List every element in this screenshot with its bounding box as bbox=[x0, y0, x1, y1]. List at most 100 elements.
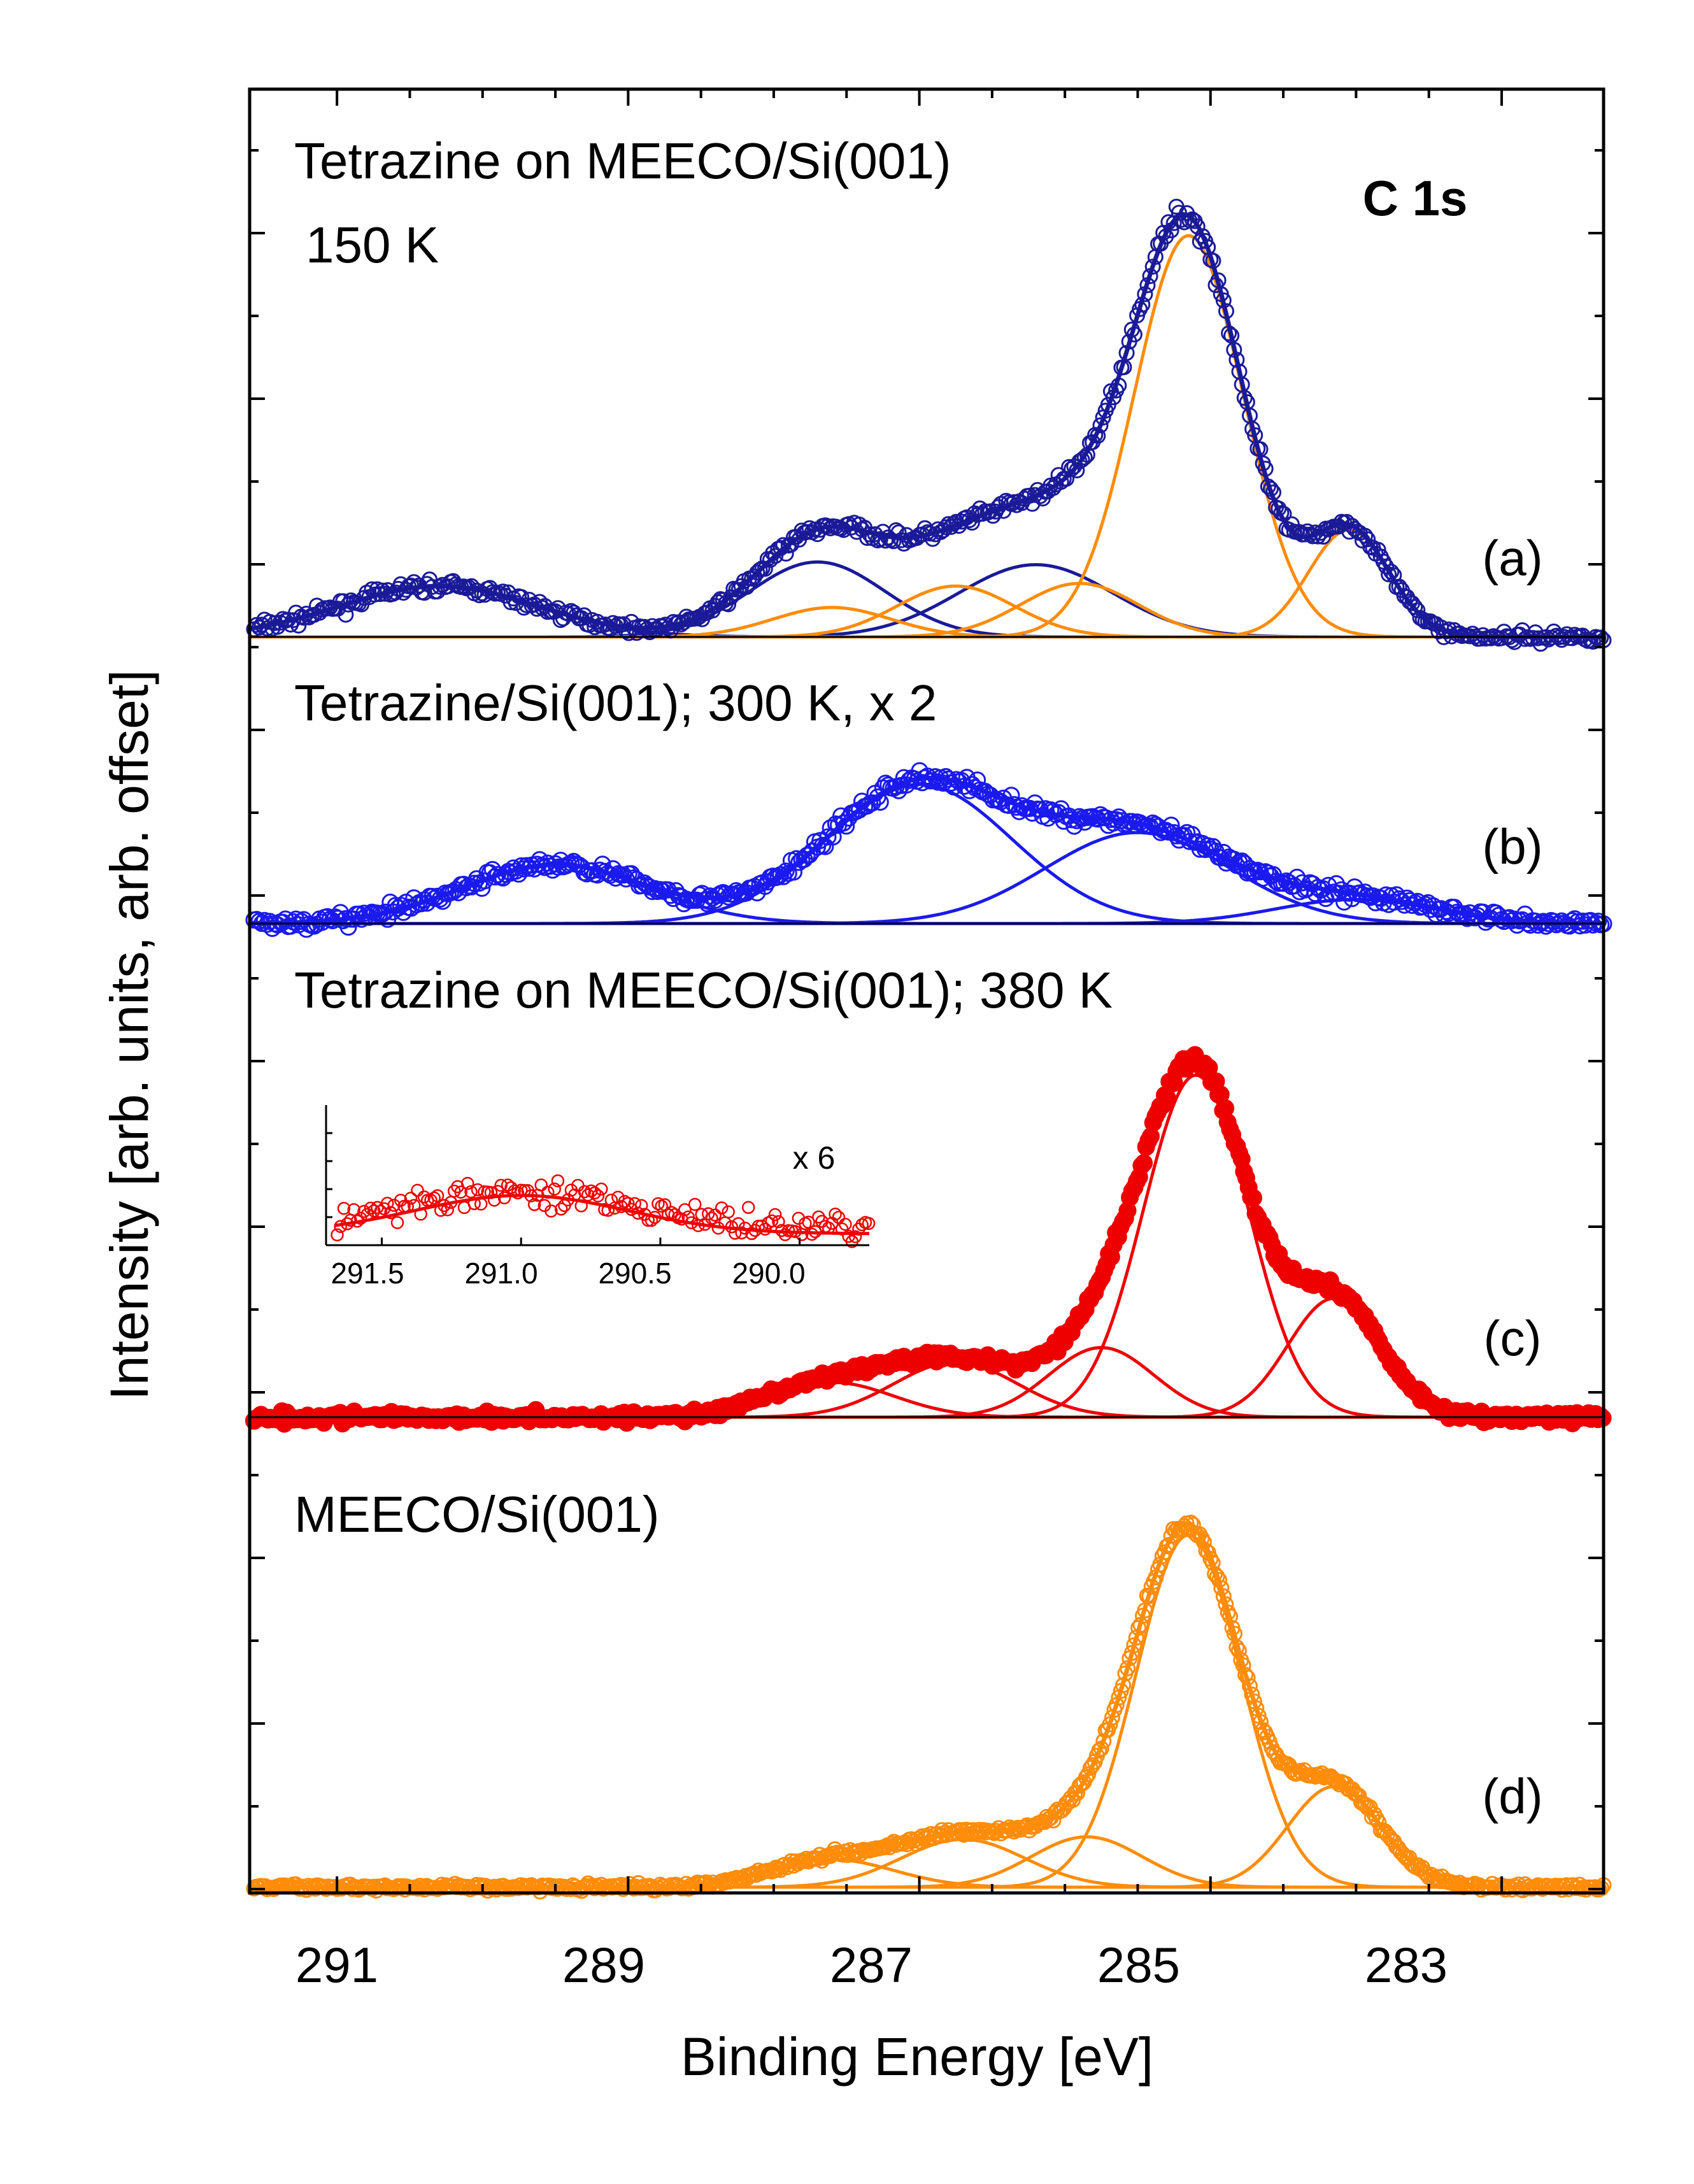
inset-data-point bbox=[438, 1199, 451, 1213]
data-point-a bbox=[749, 564, 765, 581]
data-point-d bbox=[1213, 1580, 1230, 1596]
data-point-d bbox=[1120, 1660, 1135, 1676]
data-point-a bbox=[1226, 341, 1242, 358]
data-point-d bbox=[1158, 1538, 1175, 1555]
data-point-b bbox=[473, 880, 491, 897]
data-point-a bbox=[958, 509, 975, 525]
inset-data-point bbox=[380, 1197, 394, 1210]
data-point-a bbox=[1090, 427, 1106, 444]
data-point-a bbox=[1032, 488, 1048, 504]
data-point-a bbox=[1171, 204, 1187, 221]
data-point-d bbox=[1327, 1772, 1343, 1788]
inset-data-point bbox=[588, 1186, 601, 1200]
inset-data-point bbox=[578, 1185, 592, 1199]
data-point-d bbox=[1102, 1716, 1118, 1732]
inset-data-point bbox=[527, 1197, 541, 1211]
data-point-b bbox=[1241, 860, 1258, 877]
data-point-b bbox=[824, 828, 842, 846]
inset-data-point bbox=[715, 1201, 729, 1215]
inset-data-point bbox=[765, 1214, 779, 1228]
inset-data-point bbox=[862, 1217, 876, 1231]
inset-data-point bbox=[685, 1216, 699, 1230]
inset-data-point bbox=[404, 1192, 418, 1205]
inset-data-point bbox=[487, 1194, 501, 1207]
inset-data-point bbox=[581, 1188, 595, 1202]
panel-b bbox=[245, 762, 1612, 938]
data-point-b bbox=[819, 828, 837, 846]
data-point-a bbox=[615, 616, 632, 632]
data-point-a bbox=[1383, 564, 1400, 580]
data-point-a bbox=[1304, 528, 1321, 545]
inset-data-point bbox=[758, 1222, 772, 1236]
data-point-a bbox=[1111, 377, 1127, 394]
panel-d bbox=[246, 1515, 1612, 1900]
data-point-a bbox=[1262, 481, 1279, 497]
chart-title: C 1s bbox=[1363, 170, 1468, 226]
panel-a-title-line2: 150 K bbox=[306, 217, 439, 273]
data-point-a bbox=[757, 560, 773, 577]
data-point-a bbox=[1134, 296, 1151, 313]
data-point-a bbox=[285, 612, 302, 629]
data-point-a bbox=[878, 532, 893, 549]
data-point-b bbox=[785, 863, 802, 881]
data-point-a bbox=[953, 513, 970, 530]
data-point-a bbox=[720, 596, 737, 613]
data-point-c bbox=[1135, 1154, 1153, 1172]
inset-tick-label: 291.5 bbox=[331, 1257, 404, 1290]
data-point-b bbox=[1569, 913, 1586, 931]
inset-data-point bbox=[594, 1182, 608, 1196]
data-point-a bbox=[1144, 259, 1161, 275]
data-point-a bbox=[778, 545, 794, 562]
x-tick-label: 289 bbox=[562, 1937, 645, 1993]
data-point-d bbox=[1242, 1678, 1258, 1694]
inset-data-point bbox=[331, 1228, 344, 1242]
inset-data-point bbox=[688, 1197, 702, 1211]
panel-c bbox=[245, 1046, 1612, 1433]
inset-annotation: x 6 bbox=[793, 1140, 836, 1176]
data-point-b bbox=[1157, 822, 1175, 839]
inset-data-point bbox=[494, 1178, 508, 1192]
inset-data-point bbox=[360, 1208, 374, 1221]
data-point-b bbox=[1197, 841, 1214, 859]
inset-data-point bbox=[544, 1204, 558, 1218]
panel-d-label: (d) bbox=[1482, 1768, 1542, 1824]
data-point-d bbox=[1126, 1637, 1142, 1653]
inset-data-point bbox=[548, 1182, 561, 1196]
inset-data-point bbox=[501, 1178, 515, 1192]
inset-data-point bbox=[497, 1191, 511, 1204]
inset-data-point bbox=[775, 1224, 788, 1238]
data-point-d bbox=[1123, 1645, 1140, 1661]
x-tick-labels: 291 289 287 285 283 bbox=[295, 1937, 1448, 1993]
inset-data-point bbox=[722, 1205, 735, 1218]
inset-tick-label: 290.0 bbox=[732, 1257, 805, 1290]
inset-data-point bbox=[367, 1204, 381, 1218]
inset-data-point bbox=[337, 1201, 351, 1215]
data-point-d bbox=[1248, 1700, 1265, 1717]
data-point-d bbox=[1222, 1608, 1239, 1625]
data-point-b bbox=[777, 862, 795, 880]
data-point-b bbox=[1406, 894, 1424, 911]
inset-data-point bbox=[551, 1174, 565, 1188]
inset-data-point bbox=[741, 1201, 755, 1214]
data-point-b bbox=[633, 876, 651, 894]
inset-data-point bbox=[788, 1225, 802, 1238]
data-point-a bbox=[738, 579, 755, 596]
inset-tick-label: 290.5 bbox=[598, 1257, 671, 1290]
data-point-d bbox=[1165, 1521, 1181, 1538]
inset-data-point bbox=[401, 1200, 414, 1213]
inset-data-point bbox=[471, 1183, 485, 1197]
data-point-d bbox=[1161, 1537, 1178, 1553]
panel-b-label: (b) bbox=[1482, 818, 1542, 874]
envelope-fit-d bbox=[250, 1522, 1604, 1890]
data-point-a bbox=[1074, 452, 1090, 468]
data-point-d bbox=[1085, 1757, 1101, 1773]
x-tick-label: 287 bbox=[830, 1937, 913, 1993]
inset-data-point bbox=[832, 1211, 846, 1224]
data-point-a bbox=[1126, 326, 1142, 343]
inset-data-point bbox=[334, 1220, 347, 1233]
inset-data-point bbox=[374, 1204, 387, 1218]
data-point-b bbox=[699, 895, 716, 913]
x-tick-label: 283 bbox=[1365, 1937, 1448, 1993]
data-point-d bbox=[1237, 1667, 1254, 1683]
inset-data-point bbox=[644, 1213, 658, 1227]
